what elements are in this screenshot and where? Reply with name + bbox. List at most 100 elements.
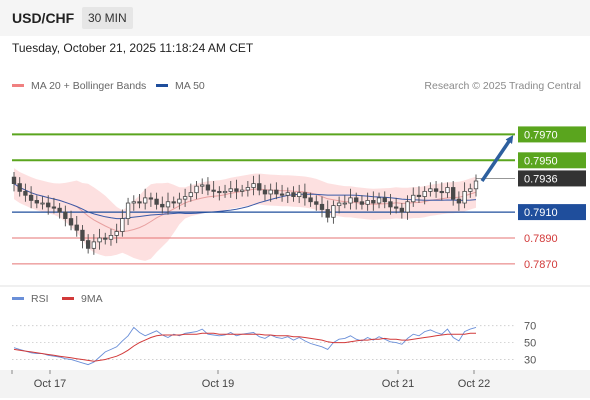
candle-body [319, 203, 325, 210]
candle-body [108, 234, 114, 240]
x-tick-label: Oct 21 [382, 378, 414, 390]
candle-body [160, 203, 165, 208]
candle-body [342, 202, 347, 205]
candle-body [251, 183, 256, 188]
candle-body [97, 237, 102, 243]
x-tick-label: Oct 22 [458, 378, 490, 390]
candle-body [28, 194, 34, 201]
candle-body [336, 202, 342, 207]
candle-body [291, 192, 296, 197]
rsi-ma-legend-label: 9MA [81, 293, 103, 305]
candle-body [80, 229, 85, 241]
candle-body [433, 188, 439, 192]
ma20-swatch [12, 83, 24, 87]
candle-body [200, 184, 205, 187]
rsi-ma-swatch [62, 296, 74, 300]
rsi-swatch [12, 296, 24, 300]
time-axis: Oct 17 Oct 19 Oct 21 Oct 22 [0, 285, 590, 398]
candle-body [274, 189, 279, 195]
timeframe-button[interactable]: 30 MIN [82, 7, 133, 29]
candle-body [456, 198, 462, 204]
candle-body [57, 207, 62, 213]
ma50-legend-label: MA 50 [175, 80, 205, 92]
candle-body [359, 201, 365, 205]
candle-body [399, 207, 405, 213]
x-tick-label: Oct 19 [202, 378, 234, 390]
candle-body [23, 190, 28, 196]
candle-body [468, 188, 473, 192]
candle-body [422, 190, 427, 197]
candle-body [285, 192, 290, 196]
candle-body [473, 180, 479, 190]
candle-body [376, 197, 382, 204]
candle-body [331, 205, 336, 218]
rsi-level-70-label: 70 [524, 321, 536, 333]
rsi-line [13, 326, 477, 366]
candle-body [354, 197, 359, 203]
candle-body [217, 190, 222, 194]
candle-body [68, 218, 74, 226]
resistance-2-tag [518, 126, 586, 143]
bollinger-band-area [14, 168, 476, 261]
rsi-legend-label: RSI [31, 293, 49, 305]
candle-body [91, 241, 97, 249]
legend-ma50: MA 50 [156, 80, 205, 92]
research-credit: Research © 2025 Trading Central [424, 80, 581, 92]
candle-body [451, 187, 456, 200]
candle-body [297, 192, 302, 197]
candle-body [177, 198, 182, 204]
candle-body [262, 189, 268, 195]
candle-body [445, 187, 450, 194]
legend-rsi: RSI [12, 293, 49, 305]
candle-body [228, 188, 233, 192]
x-tick-label: Oct 17 [34, 378, 66, 390]
candle-body [348, 197, 353, 204]
candle-body [182, 196, 188, 200]
candle-body [314, 201, 319, 205]
candle-body [188, 192, 193, 197]
candle-body [411, 194, 416, 203]
bollinger-bands [14, 168, 476, 261]
level-labels: 0.7970 0.7950 0.7936 0.7910 0.7890 0.7870 [518, 126, 586, 271]
current-price-tag [518, 170, 586, 187]
candle-body [428, 188, 433, 192]
rsi-panel: 70 50 30 [12, 321, 536, 367]
candle-body [171, 201, 176, 204]
candle-body [137, 201, 142, 204]
rsi-ma-line [13, 332, 476, 362]
legend-rsi-ma: 9MA [62, 293, 103, 305]
candle-body [393, 206, 399, 209]
candle-body [131, 201, 136, 204]
symbol-title: USD/CHF [12, 10, 75, 26]
candle-body [205, 184, 211, 191]
candle-body [222, 190, 228, 194]
candle-body [439, 190, 444, 194]
candle-body [245, 187, 251, 191]
candlesticks [11, 171, 479, 255]
candle-body [103, 237, 108, 240]
candle-body [308, 197, 313, 203]
rsi-level-50-label: 50 [524, 338, 536, 350]
pivot-support-tag [518, 204, 586, 221]
ma20-legend-label: MA 20 + Bollinger Bands [31, 80, 147, 92]
candle-body [194, 185, 199, 194]
resistance-1-tag [518, 152, 586, 169]
candle-body [125, 202, 131, 219]
candle-body [114, 231, 119, 236]
support-2-label: 0.7870 [524, 259, 558, 271]
legend-ma20: MA 20 + Bollinger Bands [12, 80, 146, 92]
ma20-line [13, 183, 477, 233]
candle-body [405, 201, 410, 213]
candle-body [325, 209, 330, 218]
candle-body [17, 183, 22, 192]
resistance-2-label: 0.7970 [524, 129, 558, 141]
candle-body [239, 189, 245, 192]
current-price-label: 0.7936 [524, 173, 558, 185]
projection-arrow [480, 135, 514, 183]
candle-body [382, 197, 387, 203]
candle-body [120, 218, 125, 232]
time-axis-background [0, 370, 590, 398]
candle-body [165, 201, 171, 208]
candle-body [51, 206, 57, 209]
